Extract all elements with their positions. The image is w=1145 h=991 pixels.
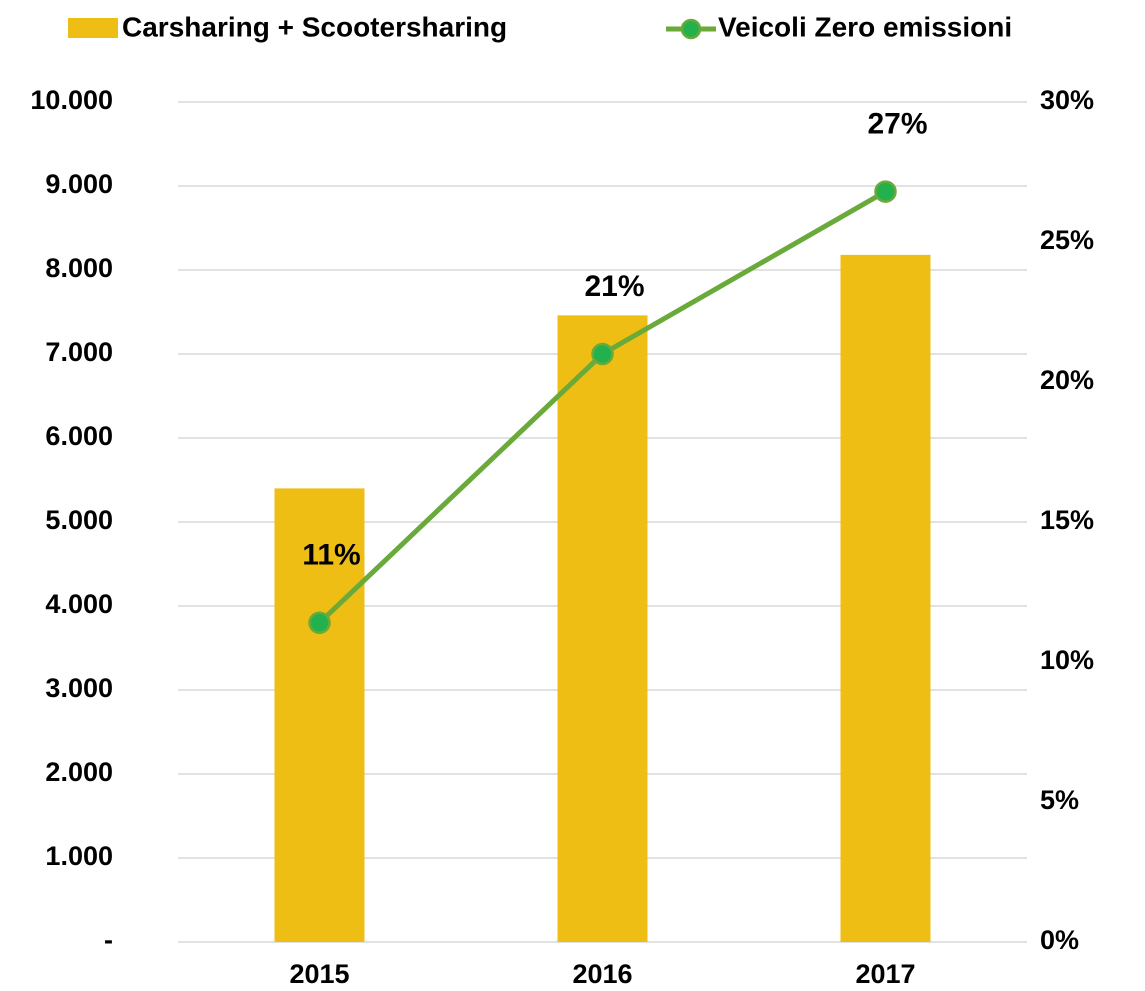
y2-tick-label: 25% xyxy=(1040,225,1094,255)
bar xyxy=(274,488,365,942)
x-tick-label: 2015 xyxy=(289,959,349,989)
bar xyxy=(557,315,648,942)
y2-tick-label: 15% xyxy=(1040,505,1094,535)
line-marker xyxy=(591,342,614,366)
y-tick-label: 4.000 xyxy=(45,589,113,619)
legend-label: Veicoli Zero emissioni xyxy=(718,11,1012,42)
y-tick-label: 1.000 xyxy=(45,841,113,871)
x-tick-label: 2017 xyxy=(855,959,915,989)
legend-label: Carsharing + Scootersharing xyxy=(122,11,507,42)
y-tick-label: 2.000 xyxy=(45,757,113,787)
x-tick-label: 2016 xyxy=(572,959,632,989)
y2-tick-label: 0% xyxy=(1040,925,1079,955)
y-tick-label: 6.000 xyxy=(45,421,113,451)
y-tick-label: 9.000 xyxy=(45,169,113,199)
y-tick-label: 5.000 xyxy=(45,505,113,535)
y2-tick-label: 5% xyxy=(1040,785,1079,815)
y-tick-label: 3.000 xyxy=(45,673,113,703)
legend-swatch xyxy=(68,18,118,38)
y-tick-label: 7.000 xyxy=(45,337,113,367)
y-tick-label: 8.000 xyxy=(45,253,113,283)
y-tick-label: - xyxy=(104,925,113,955)
legend-marker xyxy=(680,18,702,40)
y2-tick-label: 20% xyxy=(1040,365,1094,395)
line-marker xyxy=(874,180,897,203)
bar xyxy=(840,254,931,942)
line-marker xyxy=(308,611,331,635)
data-label: 21% xyxy=(584,270,644,303)
y-tick-label: 10.000 xyxy=(30,85,113,115)
data-label: 27% xyxy=(867,108,927,141)
y2-tick-label: 10% xyxy=(1040,645,1094,675)
y2-tick-label: 30% xyxy=(1040,85,1094,115)
data-label: 11% xyxy=(302,539,360,572)
